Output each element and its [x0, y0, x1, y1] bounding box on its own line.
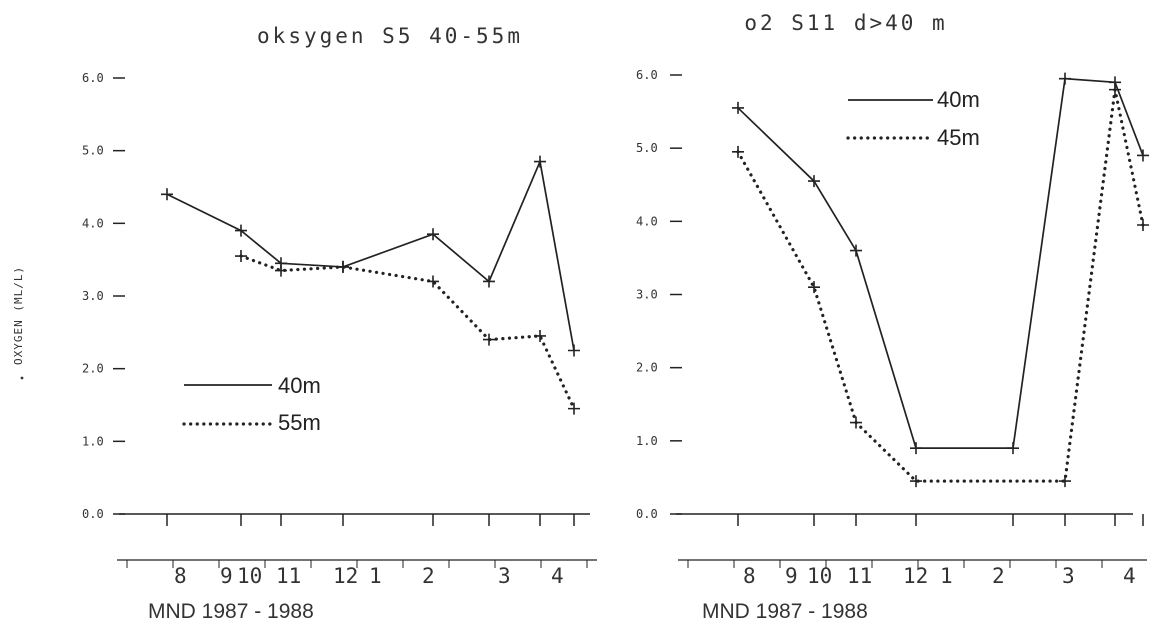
chart-left: oksygen S5 40-55m OXYGEN (ML/L) MND 1987… — [12, 24, 597, 623]
y-tick-label: 0.0 — [636, 507, 658, 521]
x-month-label: 2 — [992, 564, 1005, 588]
chart-left-axes: 0.01.02.03.04.05.06.08 9 10 11 12 1 2 3 4 — [82, 71, 597, 588]
data-point-marker — [1137, 218, 1149, 231]
x-month-label: 4 — [1123, 564, 1136, 588]
chart-right-legend: 40m 45m — [846, 87, 980, 150]
x-month-label: 11 — [276, 564, 301, 588]
chart-right-series — [732, 72, 1149, 488]
chart-right-x-axis-label: MND 1987 - 1988 — [702, 600, 868, 623]
x-month-label: 8 — [174, 564, 187, 588]
data-point-marker — [483, 275, 495, 288]
chart-left-x-axis-label: MND 1987 - 1988 — [148, 600, 314, 623]
x-month-label: 8 — [743, 564, 756, 588]
legend-label: 40m — [937, 87, 980, 112]
data-point-marker — [235, 250, 247, 263]
y-tick-label: 3.0 — [82, 289, 104, 303]
chart-right: o2 S11 d>40 m MND 1987 - 1988 0.0 1.0 2.0 3… — [636, 11, 1149, 623]
y-tick-label: 6.0 — [636, 68, 658, 82]
series-line-40m — [737, 77, 1144, 449]
x-month-label: 9 — [220, 564, 233, 588]
y-tick-label: 2.0 — [82, 362, 104, 376]
x-month-label: 12 — [903, 564, 928, 588]
chart-right-axes: 0.01.02.03.04.05.06.08 9 10 11 12 1 2 3 4 — [636, 68, 1147, 588]
data-point-marker — [1007, 442, 1019, 455]
x-month-label: 9 — [785, 564, 798, 588]
chart-left-title: oksygen S5 40-55m — [257, 24, 523, 48]
legend-label: 45m — [937, 125, 980, 150]
y-tick-label: 4.0 — [82, 216, 104, 230]
data-point-marker — [1109, 83, 1121, 96]
data-point-marker — [427, 228, 439, 241]
data-point-marker — [161, 188, 173, 201]
x-month-label: 1 — [940, 564, 953, 588]
data-point-marker — [427, 275, 439, 288]
x-month-label: 4 — [551, 564, 564, 588]
chart-left-series — [161, 155, 580, 415]
data-point-marker — [534, 329, 546, 342]
data-point-marker — [275, 264, 287, 277]
data-point-marker — [337, 260, 349, 273]
data-point-marker — [808, 175, 820, 188]
data-point-marker — [910, 442, 922, 455]
x-month-label: 12 — [333, 564, 358, 588]
y-tick-label: 6.0 — [82, 71, 104, 85]
y-tick-label: 2.0 — [636, 361, 658, 375]
x-month-label: 3 — [1062, 564, 1075, 588]
data-point-marker — [534, 155, 546, 168]
data-point-marker — [483, 333, 495, 346]
y-tick-label: 5.0 — [82, 144, 104, 158]
series-line-40m — [166, 158, 575, 351]
data-point-marker — [850, 244, 862, 257]
data-point-marker — [1059, 475, 1071, 488]
x-month-label: 10 — [807, 564, 832, 588]
data-point-marker — [568, 402, 580, 415]
data-point-marker — [732, 101, 744, 114]
y-tick-label: 5.0 — [636, 141, 658, 155]
chart-right-title: o2 S11 d>40 m — [744, 11, 947, 35]
y-tick-label: 1.0 — [636, 434, 658, 448]
data-point-marker — [910, 475, 922, 488]
x-month-label: 3 — [498, 564, 511, 588]
data-point-marker — [1059, 72, 1071, 85]
x-month-label: 2 — [422, 564, 435, 588]
y-tick-label: 4.0 — [636, 214, 658, 228]
data-point-marker — [235, 224, 247, 237]
legend-label: 40m — [278, 373, 321, 398]
y-tick-label: 0.0 — [82, 507, 104, 521]
chart-left-y-axis-label: OXYGEN (ML/L) — [12, 266, 25, 365]
y-tick-label: 1.0 — [82, 434, 104, 448]
data-point-marker — [568, 344, 580, 357]
y-tick-label: 3.0 — [636, 288, 658, 302]
data-point-marker — [850, 416, 862, 429]
data-point-marker — [1137, 149, 1149, 162]
x-month-label: 11 — [847, 564, 872, 588]
x-month-label: 10 — [237, 564, 262, 588]
data-point-marker — [732, 145, 744, 158]
x-month-label: 1 — [369, 564, 382, 588]
data-point-marker — [808, 281, 820, 294]
y-axis-label-dot — [20, 376, 24, 380]
legend-label: 55m — [278, 410, 321, 435]
